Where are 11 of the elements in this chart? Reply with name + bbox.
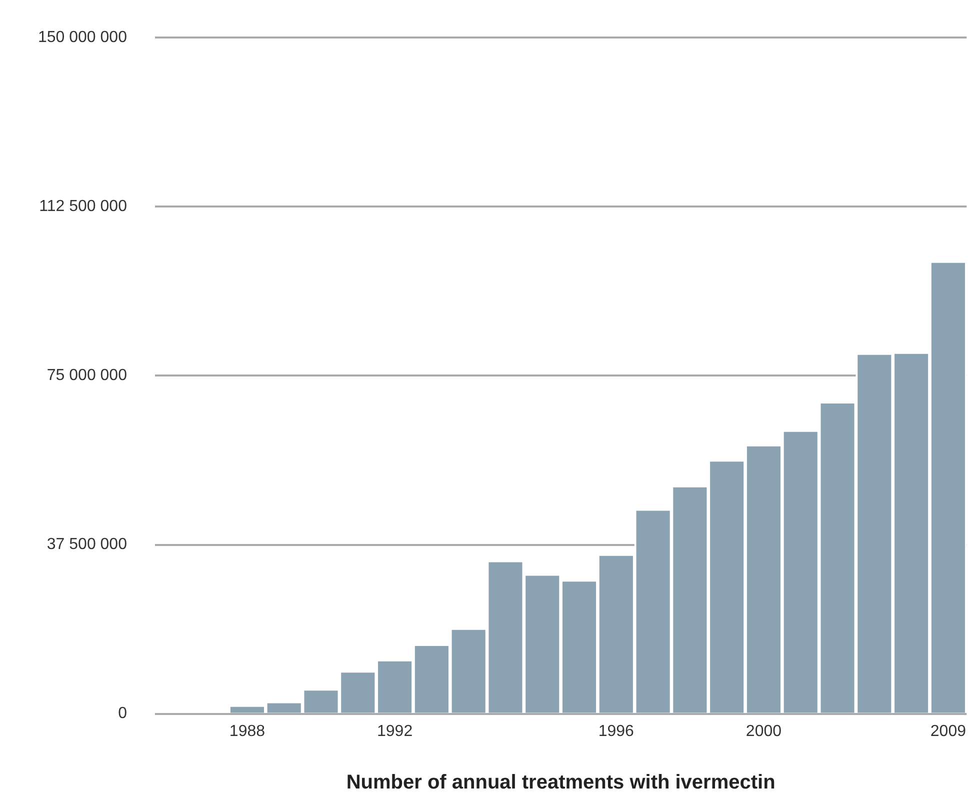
x-tick-label: 1996 bbox=[598, 722, 634, 740]
y-tick-label: 0 bbox=[118, 705, 128, 722]
x-tick-label: 2009 bbox=[930, 722, 966, 740]
x-tick-label: 1988 bbox=[229, 722, 266, 740]
y-tick-label: 150 000 000 bbox=[38, 29, 128, 46]
y-tick-label: 75 000 000 bbox=[46, 367, 128, 384]
y-tick-label: 112 500 000 bbox=[39, 198, 128, 216]
x-tick-label: 2000 bbox=[746, 722, 782, 740]
x-axis-title: Number of annual treatments with ivermectin bbox=[346, 772, 776, 794]
x-tick-label: 1992 bbox=[376, 722, 413, 740]
y-tick-label: 37 500 000 bbox=[46, 536, 128, 554]
